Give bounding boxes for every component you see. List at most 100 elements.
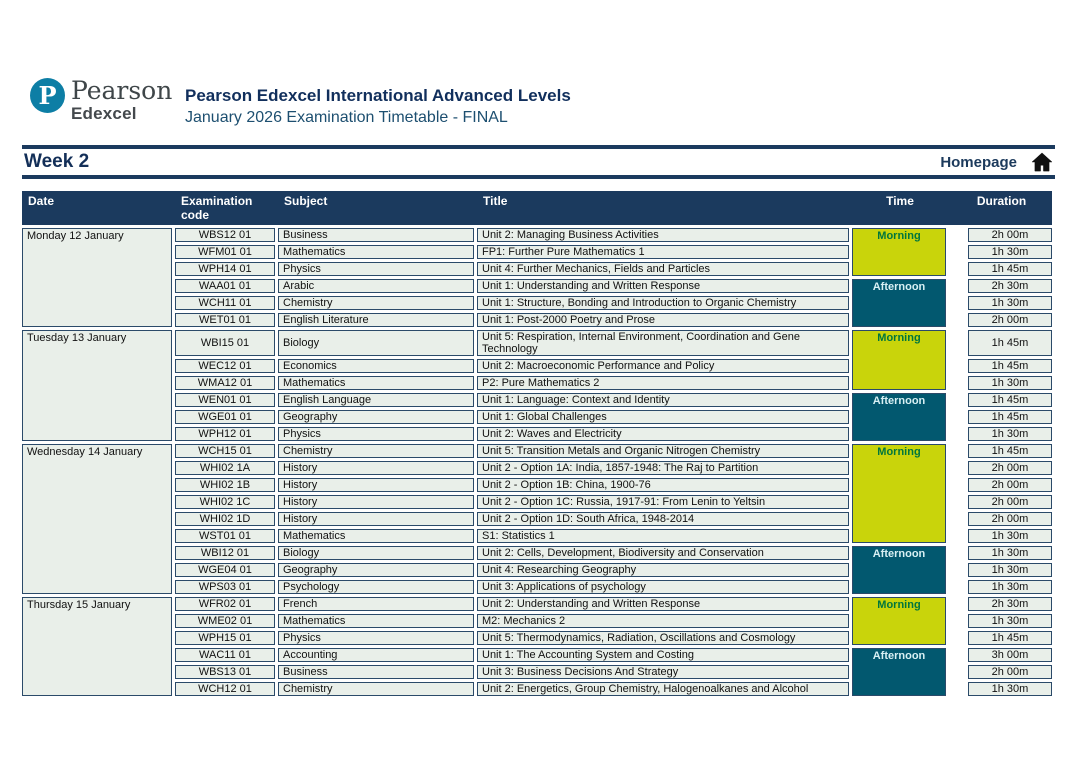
duration-cell: 1h 45m <box>968 262 1052 276</box>
subject-cell: Geography <box>278 410 474 424</box>
exam-code-cell: WET01 01 <box>175 313 275 327</box>
homepage-link[interactable]: Homepage <box>940 152 1053 172</box>
exam-title-cell: Unit 2: Managing Business Activities <box>477 228 849 242</box>
duration-cell: 1h 45m <box>968 631 1052 645</box>
header-cell-date: Date <box>28 194 55 208</box>
page-title: Pearson Edexcel International Advanced L… <box>185 86 571 105</box>
exam-code-cell: WME02 01 <box>175 614 275 628</box>
header-cell-subject: Subject <box>284 194 328 208</box>
exam-code-cell: WFR02 01 <box>175 597 275 611</box>
homepage-label[interactable]: Homepage <box>940 153 1017 171</box>
timetable: Date Examination code Subject Title Time… <box>22 191 1052 696</box>
duration-cell: 3h 00m <box>968 648 1052 662</box>
header-cell-code: Examination code <box>181 194 253 222</box>
pearson-p-icon: P <box>30 78 65 113</box>
subject-cell: Chemistry <box>278 682 474 696</box>
duration-cell: 1h 30m <box>968 563 1052 577</box>
time-cell: Morning <box>852 597 946 645</box>
subject-cell: History <box>278 495 474 509</box>
subject-cell: English Literature <box>278 313 474 327</box>
exam-title-cell: Unit 1: Global Challenges <box>477 410 849 424</box>
exam-code-cell: WPH14 01 <box>175 262 275 276</box>
exam-code-cell: WAA01 01 <box>175 279 275 293</box>
subject-cell: Business <box>278 665 474 679</box>
exam-code-cell: WMA12 01 <box>175 376 275 390</box>
subject-cell: Physics <box>278 262 474 276</box>
home-icon[interactable] <box>1031 152 1053 172</box>
day-group: Tuesday 13 January Morning WBI15 01 Biology… <box>22 330 1052 441</box>
exam-code-cell: WPS03 01 <box>175 580 275 594</box>
duration-cell: 1h 45m <box>968 359 1052 373</box>
exam-title-cell: M2: Mechanics 2 <box>477 614 849 628</box>
duration-cell: 2h 00m <box>968 495 1052 509</box>
exam-title-cell: Unit 1: Understanding and Written Respon… <box>477 279 849 293</box>
exam-title-cell: Unit 2 - Option 1A: India, 1857-1948: Th… <box>477 461 849 475</box>
exam-title-cell: Unit 4: Researching Geography <box>477 563 849 577</box>
subject-cell: History <box>278 478 474 492</box>
timetable-body: Monday 12 January Morning WBS12 01 Business… <box>22 228 1052 696</box>
exam-code-cell: WEN01 01 <box>175 393 275 407</box>
exam-code-cell: WEC12 01 <box>175 359 275 373</box>
exam-title-cell: Unit 1: Post-2000 Poetry and Prose <box>477 313 849 327</box>
time-cell: Afternoon <box>852 393 946 441</box>
day-group: Monday 12 January Morning WBS12 01 Business… <box>22 228 1052 327</box>
duration-cell: 1h 30m <box>968 296 1052 310</box>
duration-cell: 1h 30m <box>968 529 1052 543</box>
subject-cell: Chemistry <box>278 296 474 310</box>
date-cell: Thursday 15 January <box>22 597 172 696</box>
exam-title-cell: Unit 5: Respiration, Internal Environmen… <box>477 330 849 356</box>
exam-code-cell: WBS13 01 <box>175 665 275 679</box>
divider-bottom <box>22 175 1055 179</box>
divider-top <box>22 145 1055 149</box>
time-cell: Morning <box>852 444 946 543</box>
header-cell-title: Title <box>483 194 508 208</box>
subject-cell: Mathematics <box>278 376 474 390</box>
exam-title-cell: Unit 2: Waves and Electricity <box>477 427 849 441</box>
exam-title-cell: Unit 2: Understanding and Written Respon… <box>477 597 849 611</box>
subject-cell: French <box>278 597 474 611</box>
exam-title-cell: Unit 2: Energetics, Group Chemistry, Hal… <box>477 682 849 696</box>
subject-cell: Biology <box>278 546 474 560</box>
exam-code-cell: WGE04 01 <box>175 563 275 577</box>
duration-cell: 2h 00m <box>968 512 1052 526</box>
subject-cell: Mathematics <box>278 529 474 543</box>
duration-cell: 2h 30m <box>968 279 1052 293</box>
duration-cell: 2h 30m <box>968 597 1052 611</box>
exam-title-cell: Unit 3: Business Decisions And Strategy <box>477 665 849 679</box>
page-header: P Pearson Edexcel Pearson Edexcel Intern… <box>0 0 1080 145</box>
duration-cell: 2h 00m <box>968 478 1052 492</box>
exam-title-cell: Unit 3: Applications of psychology <box>477 580 849 594</box>
day-group: Thursday 15 January Morning WFR02 01 French… <box>22 597 1052 696</box>
subject-cell: Geography <box>278 563 474 577</box>
subject-cell: Mathematics <box>278 245 474 259</box>
date-cell: Monday 12 January <box>22 228 172 327</box>
duration-cell: 1h 45m <box>968 444 1052 458</box>
timetable-header: Date Examination code Subject Title Time… <box>22 191 1052 225</box>
exam-title-cell: P2: Pure Mathematics 2 <box>477 376 849 390</box>
duration-cell: 1h 30m <box>968 614 1052 628</box>
subject-cell: Arabic <box>278 279 474 293</box>
exam-title-cell: Unit 2 - Option 1B: China, 1900-76 <box>477 478 849 492</box>
date-cell: Wednesday 14 January <box>22 444 172 594</box>
exam-code-cell: WCH15 01 <box>175 444 275 458</box>
header-cell-duration: Duration <box>976 194 1027 208</box>
exam-title-cell: Unit 2: Macroeconomic Performance and Po… <box>477 359 849 373</box>
exam-code-cell: WHI02 1C <box>175 495 275 509</box>
exam-title-cell: Unit 2: Cells, Development, Biodiversity… <box>477 546 849 560</box>
exam-code-cell: WST01 01 <box>175 529 275 543</box>
week-section: Week 2 Homepage <box>22 145 1055 179</box>
duration-cell: 2h 00m <box>968 461 1052 475</box>
exam-code-cell: WHI02 1D <box>175 512 275 526</box>
time-cell: Afternoon <box>852 279 946 327</box>
exam-code-cell: WHI02 1B <box>175 478 275 492</box>
duration-cell: 1h 30m <box>968 682 1052 696</box>
exam-code-cell: WCH11 01 <box>175 296 275 310</box>
exam-code-cell: WBI15 01 <box>175 330 275 356</box>
exam-code-cell: WFM01 01 <box>175 245 275 259</box>
exam-code-cell: WHI02 1A <box>175 461 275 475</box>
exam-title-cell: S1: Statistics 1 <box>477 529 849 543</box>
exam-code-cell: WPH12 01 <box>175 427 275 441</box>
time-cell: Afternoon <box>852 546 946 594</box>
week-title: Week 2 <box>24 151 90 172</box>
exam-title-cell: Unit 5: Thermodynamics, Radiation, Oscil… <box>477 631 849 645</box>
